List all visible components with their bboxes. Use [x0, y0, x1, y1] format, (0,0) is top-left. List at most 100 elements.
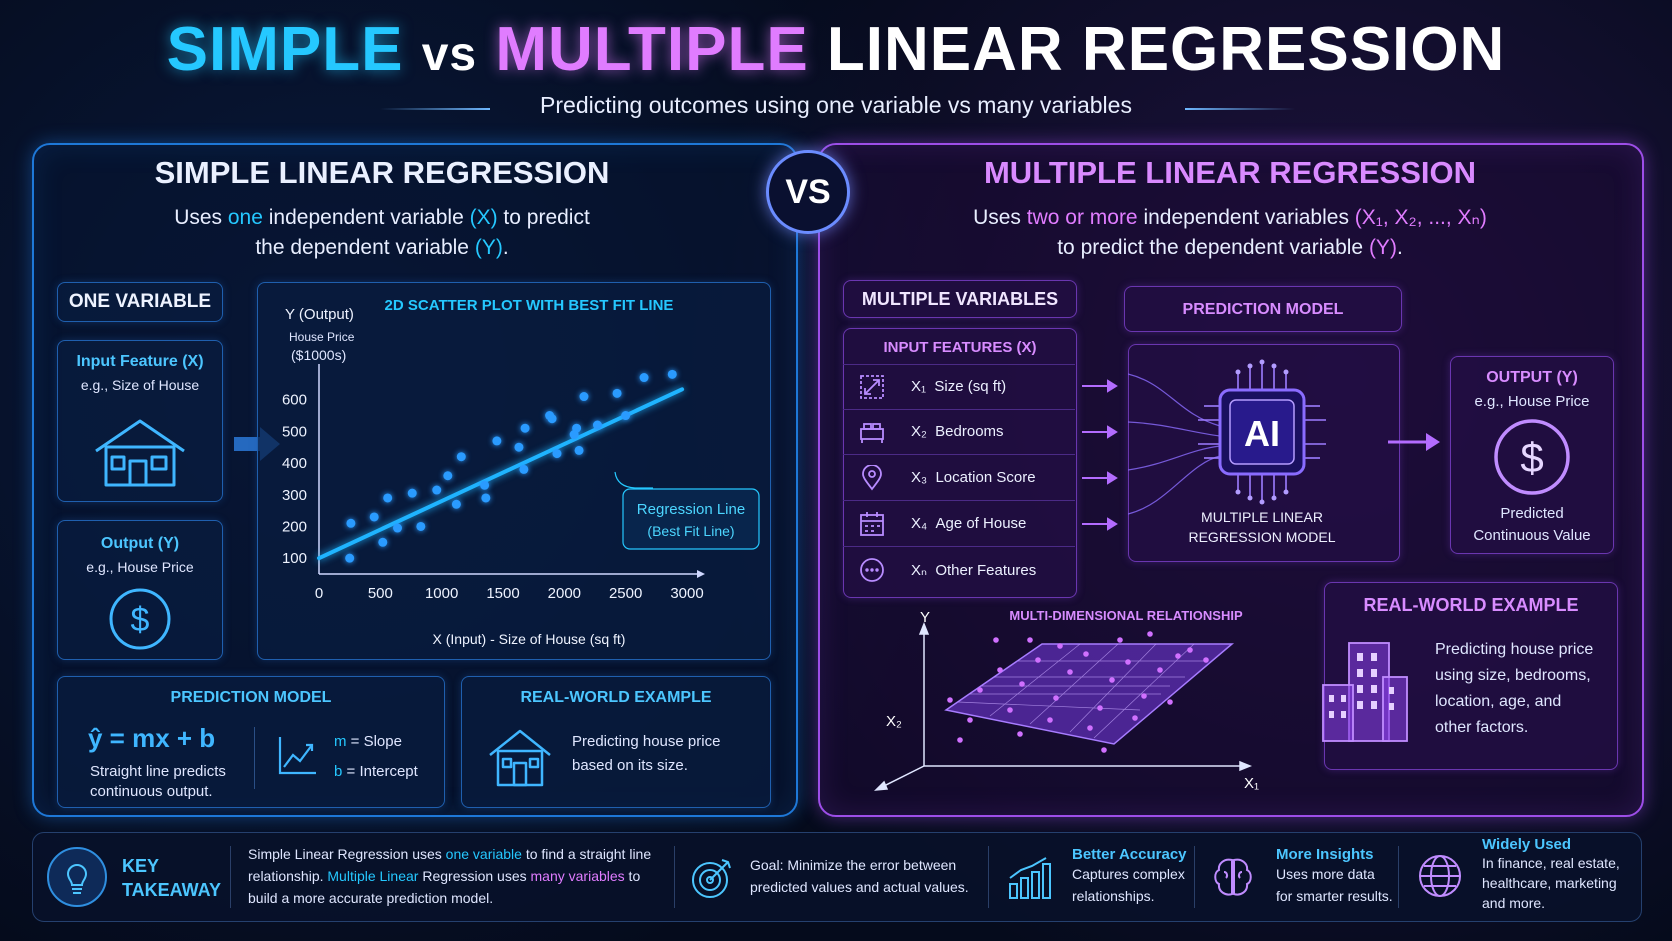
plane-point [1057, 643, 1063, 649]
scatter-point [346, 518, 356, 528]
slope-legend: m = Slope [334, 733, 402, 750]
input-feature-example: e.g., Size of House [80, 377, 200, 393]
scatter-point [378, 537, 388, 547]
house-icon-small [489, 729, 551, 787]
multi-rw-line1: Predicting house price [1435, 641, 1594, 658]
multi-output-title: OUTPUT (Y) [1486, 369, 1578, 386]
intercept-legend: b = Intercept [334, 763, 418, 780]
plane-point [1187, 647, 1193, 653]
multi-output-card: OUTPUT (Y) e.g., House Price $ Predicted… [1450, 356, 1614, 554]
globe-icon [1419, 855, 1461, 897]
simple-rw-line1: Predicting house price [572, 733, 721, 750]
chart-xlabel: X (Input) - Size of House (sq ft) [433, 631, 626, 647]
svg-text:$: $ [131, 601, 150, 639]
calendar-icon [860, 512, 884, 536]
vs-badge: VS [766, 150, 850, 234]
x-tick-label: 2000 [548, 585, 581, 602]
scatter-point [416, 521, 426, 531]
x-tick-label: 1000 [425, 585, 458, 602]
simple-heading: SIMPLE LINEAR REGRESSION [154, 155, 610, 190]
chart-ylabel: Y (Output) [285, 306, 354, 323]
multiple-variables-label: MULTIPLE VARIABLES [843, 280, 1077, 318]
location-pin-icon [862, 465, 882, 491]
one-variable-label: ONE VARIABLE [57, 282, 223, 322]
scatter-point [345, 553, 355, 563]
multi-real-world: REAL-WORLD EXAMPLE Predicting house pric… [1322, 582, 1618, 770]
multi-rw-line2: using size, bedrooms, [1435, 667, 1591, 684]
y-tick-label: 600 [282, 392, 307, 409]
trend-chart-icon [278, 737, 316, 775]
ai-chip-text: AI [1244, 413, 1280, 454]
model-line1: MULTIPLE LINEAR [1201, 509, 1323, 525]
simple-prediction-model: PREDICTION MODEL ŷ = mx + b Straight lin… [57, 676, 445, 808]
footer-divider-5 [1398, 846, 1399, 908]
feature-row-size: X₁ Size (sq ft) [843, 364, 1075, 410]
scatter-point [667, 369, 677, 379]
scatter-point [383, 493, 393, 503]
y-tick-label: 500 [282, 423, 307, 440]
target-icon [692, 859, 731, 898]
svg-text:$: $ [1520, 434, 1543, 481]
multi-output-caption-2: Continuous Value [1473, 527, 1591, 544]
output-card: Output (Y) e.g., House Price $ [57, 520, 223, 660]
plane-point [1053, 695, 1059, 701]
plane-point [1175, 653, 1181, 659]
plane-point [1087, 725, 1093, 731]
plane-point [1017, 731, 1023, 737]
title-vs: vs [421, 28, 478, 81]
widely-used-block: Widely Used In finance, real estate, hea… [1482, 836, 1620, 911]
plane-point [1203, 657, 1209, 663]
plane-point [997, 667, 1003, 673]
scatter-point [519, 464, 529, 474]
arrow-to-output [1388, 433, 1440, 451]
title-rest: LINEAR REGRESSION [826, 15, 1506, 84]
regression-annotation: Regression Line (Best Fit Line) [614, 471, 760, 550]
scatter-point [612, 388, 622, 398]
feature-row-age: X₄ Age of House [843, 502, 1075, 547]
chart-ylabel-sub2: ($1000s) [291, 347, 346, 363]
y-tick-label: 200 [282, 518, 307, 535]
plane-point [1117, 637, 1123, 643]
equation: ŷ = mx + b [88, 723, 216, 753]
footer-divider-4 [1194, 846, 1195, 908]
plane-point [1007, 707, 1013, 713]
x-tick-label: 500 [368, 585, 393, 602]
footer-divider-3 [988, 846, 989, 908]
multi-pm-heading: PREDICTION MODEL [1182, 301, 1344, 318]
axis-y-label: Y [920, 609, 930, 626]
plane-point [957, 737, 963, 743]
plane-point [1067, 669, 1073, 675]
y-tick-label: 300 [282, 487, 307, 504]
input-feature-card: Input Feature (X) e.g., Size of House [57, 340, 223, 502]
y-tick-label: 400 [282, 455, 307, 472]
scatter-point [481, 493, 491, 503]
scatter-point [552, 449, 562, 459]
feature-arrows [1082, 379, 1118, 531]
buildings-icon [1322, 642, 1408, 742]
multi-rw-line3: location, age, and [1435, 693, 1562, 710]
multiple-heading: MULTIPLE LINEAR REGRESSION [983, 155, 1476, 190]
plane-point [1035, 657, 1041, 663]
plane-point [1101, 747, 1107, 753]
page-subtitle: Predicting outcomes using one variable v… [540, 92, 1132, 118]
plane-point [1132, 715, 1138, 721]
scatter-chart-frame [257, 282, 771, 660]
brain-icon [1214, 858, 1252, 896]
lightbulb-icon [47, 847, 107, 907]
scatter-point [592, 420, 602, 430]
chart-ylabel-sub1: House Price [289, 330, 355, 344]
axis-x1-label: X₁ [1244, 775, 1259, 792]
multi-output-example: e.g., House Price [1474, 393, 1590, 410]
plane-point [977, 687, 983, 693]
subtitle-line-right [1185, 108, 1295, 110]
scatter-point [514, 442, 524, 452]
scatter-point [407, 488, 417, 498]
input-feature-title: Input Feature (X) [76, 353, 204, 370]
feature-row-other: Xₙ Other Features [843, 548, 1075, 592]
bed-icon [860, 423, 884, 443]
x-tick-label: 1500 [486, 585, 519, 602]
plane-point [1109, 677, 1115, 683]
input-features-list: INPUT FEATURES (X) [843, 328, 1077, 598]
scatter-point [520, 423, 530, 433]
simple-real-world: REAL-WORLD EXAMPLE Predicting house pric… [461, 676, 771, 808]
